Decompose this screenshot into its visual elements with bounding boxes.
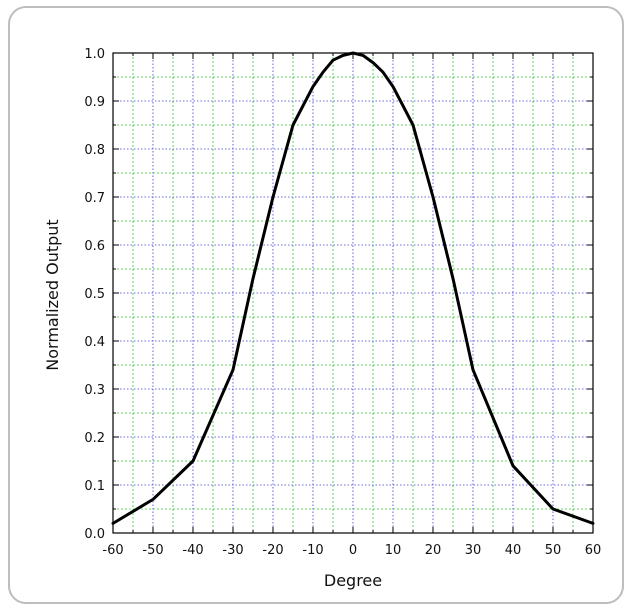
- x-tick-label: -60: [102, 543, 123, 558]
- y-axis-label: Normalized Output: [43, 219, 62, 370]
- x-tick-label: 60: [585, 543, 602, 558]
- y-tick-label: 1.0: [84, 47, 105, 62]
- x-tick-label: 50: [545, 543, 562, 558]
- x-tick-label: 0: [349, 543, 357, 558]
- x-tick-label: -10: [302, 543, 323, 558]
- y-axis-tick-labels: 0.0 0.1 0.2 0.3 0.4 0.5 0.6 0.7 0.8 0.9 1.0: [84, 47, 105, 542]
- y-tick-label: 0.1: [84, 479, 105, 494]
- major-grid: [113, 53, 593, 533]
- y-tick-label: 0.3: [84, 383, 105, 398]
- y-tick-label: 0.2: [84, 431, 105, 446]
- y-tick-label: 0.4: [84, 335, 105, 350]
- x-tick-label: -30: [222, 543, 243, 558]
- x-axis-label: Degree: [324, 571, 382, 590]
- x-axis-tick-labels: -60 -50 -40 -30 -20 -10 0 10 20 30 40 50 60: [102, 543, 601, 558]
- x-tick-label: 20: [425, 543, 442, 558]
- x-tick-label: 30: [465, 543, 482, 558]
- axis-ticks: [112, 52, 594, 534]
- minor-grid: [113, 53, 593, 533]
- y-tick-label: 0.6: [84, 239, 105, 254]
- y-tick-label: 0.9: [84, 95, 105, 110]
- chart-frame: [8, 6, 624, 604]
- y-tick-label: 0.5: [84, 287, 105, 302]
- series-line: [111, 51, 595, 525]
- y-tick-label: 0.7: [84, 191, 105, 206]
- x-tick-label: -20: [262, 543, 283, 558]
- x-tick-label: 10: [385, 543, 402, 558]
- x-tick-label: -40: [182, 543, 203, 558]
- x-tick-label: 40: [505, 543, 522, 558]
- y-tick-label: 0.0: [84, 527, 105, 542]
- y-tick-label: 0.8: [84, 143, 105, 158]
- x-tick-label: -50: [142, 543, 163, 558]
